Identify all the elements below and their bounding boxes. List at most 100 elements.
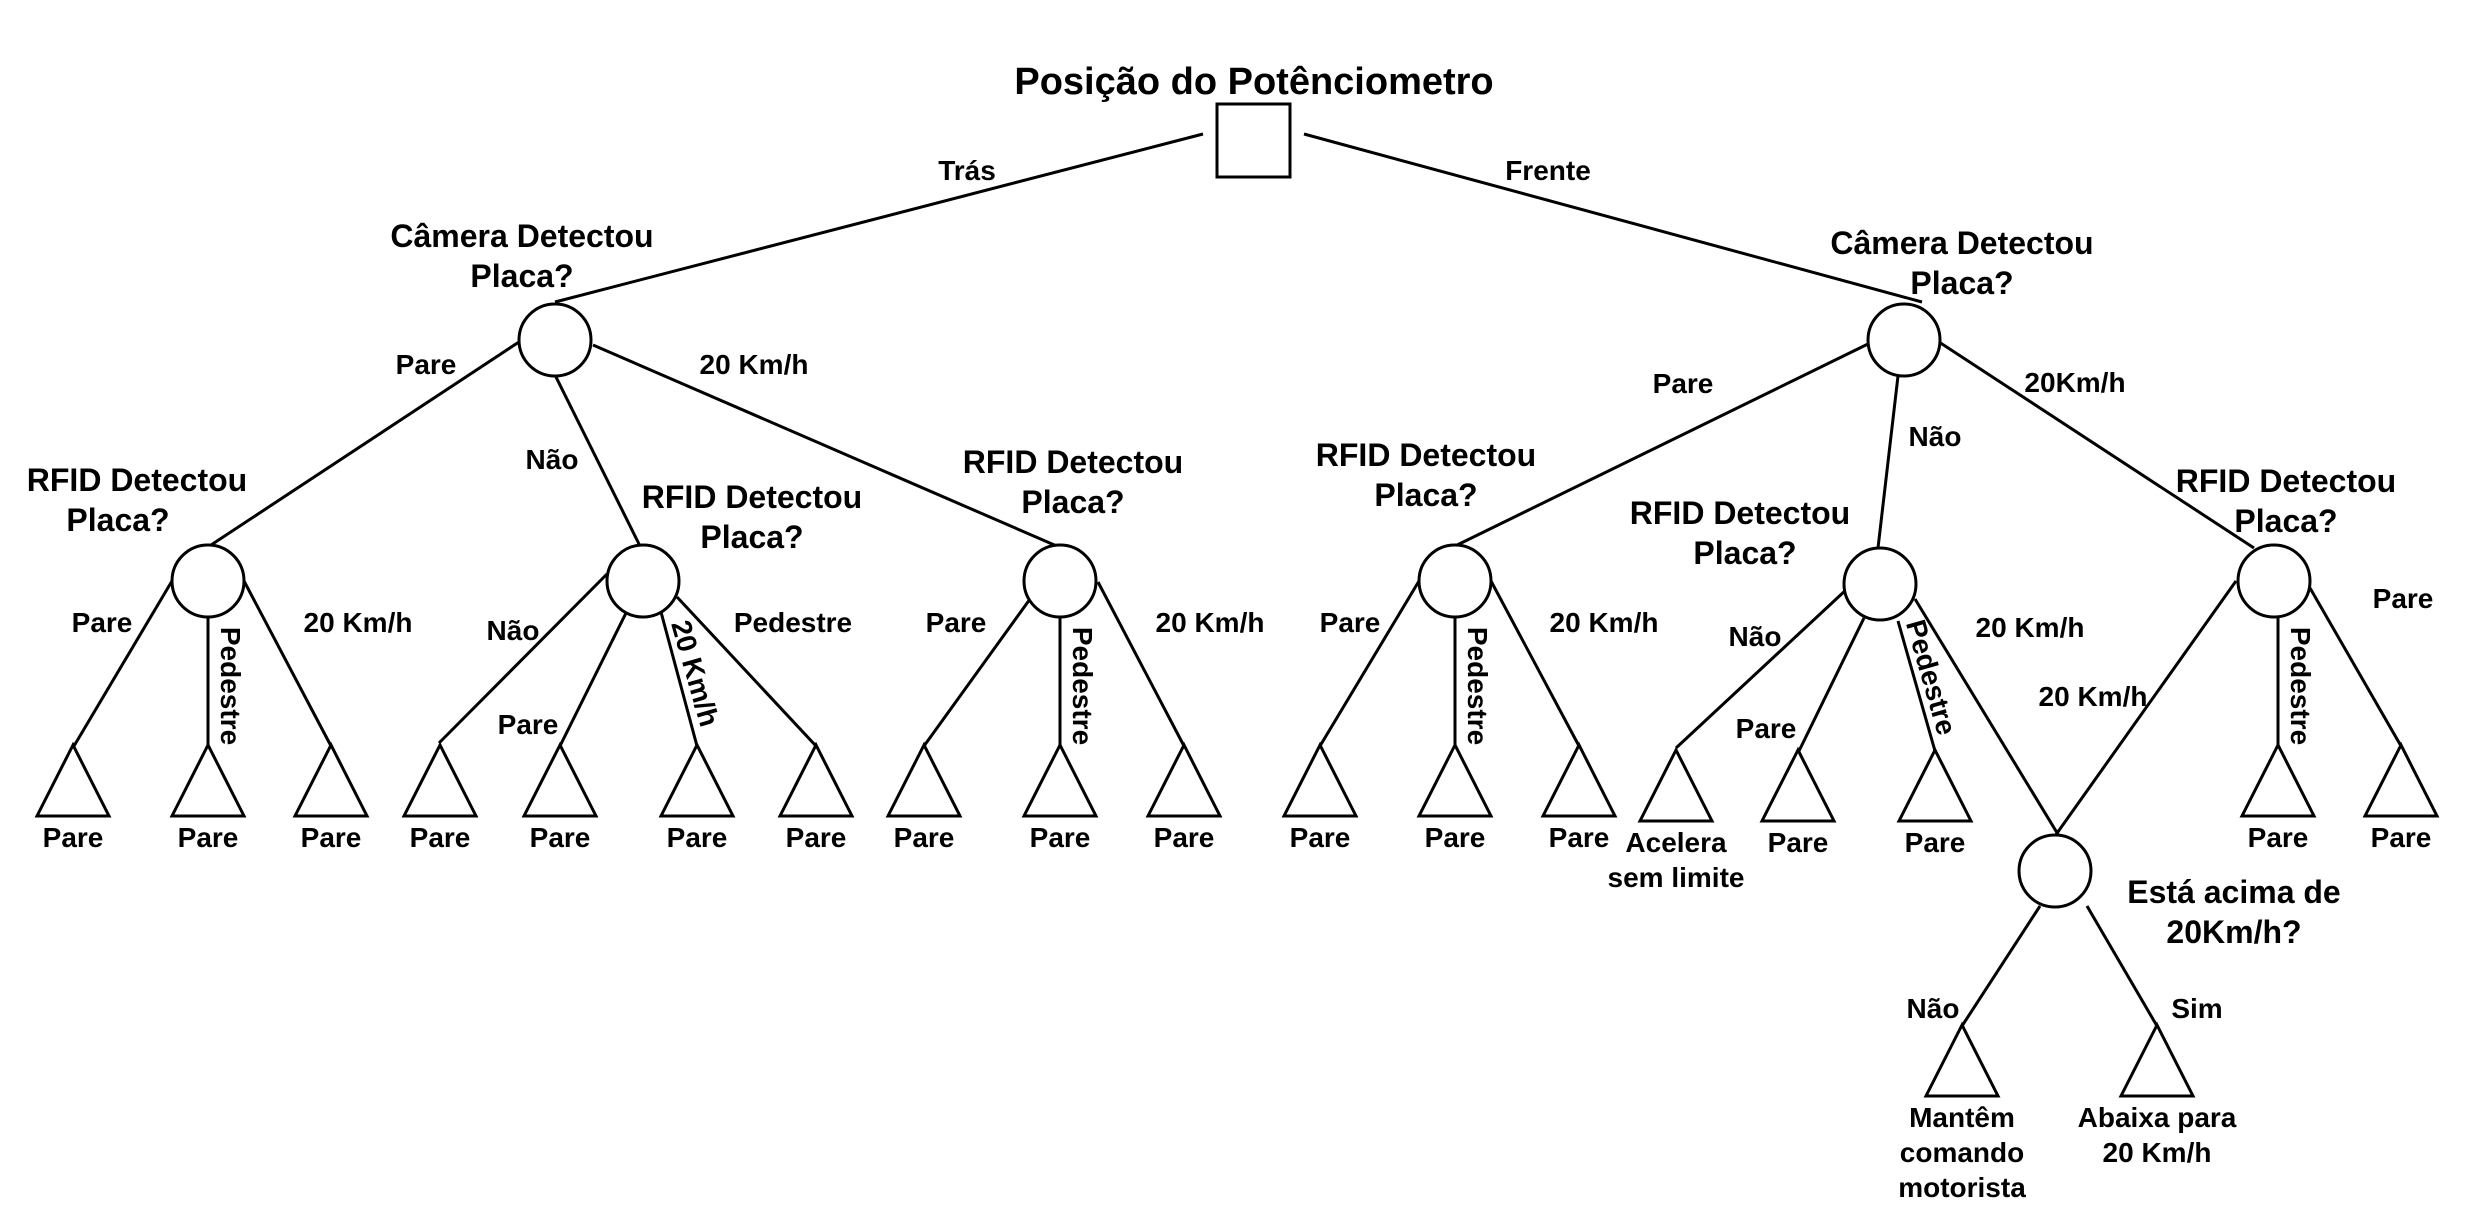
question-line: RFID Detectou	[2176, 463, 2396, 499]
edge-label: Não	[526, 444, 579, 475]
edge-root-to-camera-right	[1303, 132, 1923, 304]
leaf-14-label: Acelera sem limite	[1608, 827, 1745, 893]
edge-rfid-1-to-leaf-1	[72, 580, 174, 747]
leaf-5-label: Pare	[530, 822, 591, 853]
leaf-label-line: Abaixa para	[2078, 1102, 2237, 1133]
edge-rfid-2-to-leaf-6	[659, 611, 699, 747]
edge-label-tras: Trás	[938, 155, 996, 186]
edge-label: Pare	[1653, 368, 1714, 399]
edge-label-rotated: Pedestre	[1900, 616, 1962, 738]
question-rfid-4: RFID Detectou Placa?	[1316, 437, 1536, 513]
rfid-node-2	[605, 543, 681, 619]
question-line: Está acima de	[2127, 874, 2340, 910]
chance-nodes	[170, 302, 2312, 909]
leaf-11-label: Pare	[1290, 822, 1351, 853]
question-line: Placa?	[1910, 265, 2013, 301]
edge-label: 20 Km/h	[1550, 607, 1659, 638]
leaf-label-line: Mantêm	[1909, 1102, 2015, 1133]
question-line: RFID Detectou	[642, 479, 862, 515]
camera-right-node	[1866, 302, 1942, 378]
rfid-node-6	[2236, 543, 2312, 619]
question-line: RFID Detectou	[1630, 495, 1850, 531]
leaf-1-triangle	[34, 741, 112, 818]
leaf-3-triangle	[292, 741, 370, 818]
rfid-node-4	[1417, 543, 1493, 619]
edge-label: Não	[1907, 993, 1960, 1024]
leaf-15-triangle	[1759, 746, 1837, 823]
leaf-7-triangle	[777, 741, 855, 818]
leaf-18-label: Pare	[2371, 822, 2432, 853]
edge-label: Pare	[396, 349, 457, 380]
leaf-7-label: Pare	[786, 822, 847, 853]
edge-rfid-6-to-speed	[2053, 580, 2238, 837]
question-line: RFID Detectou	[1316, 437, 1536, 473]
edge-label: Não	[1729, 621, 1782, 652]
leaf-3-label: Pare	[301, 822, 362, 853]
edge-label-vertical: Pedestre	[215, 627, 246, 745]
leaf-18-triangle	[2362, 741, 2440, 818]
edge-camera-right-to-rfid-5	[1876, 375, 1900, 549]
leaf-8-label: Pare	[894, 822, 955, 853]
edge-label: Pare	[926, 607, 987, 638]
edge-camera-right-to-rfid-4	[1450, 341, 1871, 550]
leaf-6-triangle	[658, 741, 736, 818]
leaf-2-triangle	[169, 741, 247, 818]
edge-label-vertical: Pedestre	[1462, 627, 1493, 745]
root-square-decision-node	[1215, 102, 1292, 179]
edge-label: Não	[487, 615, 540, 646]
edge-label: Pare	[498, 709, 559, 740]
leaf-labels: Pare Pare Pare Pare Pare Pare Pare Pare …	[43, 822, 2432, 1203]
edge-camera-left-to-rfid-1	[210, 338, 523, 547]
question-line: Placa?	[2234, 503, 2337, 539]
question-camera-left: Câmera Detectou Placa?	[390, 218, 653, 294]
edge-label: Pare	[2373, 583, 2434, 614]
leaf-12-triangle	[1416, 741, 1494, 818]
leaf-9-triangle	[1021, 741, 1099, 818]
edge-label: Pare	[72, 607, 133, 638]
edge-label: 20Km/h	[2024, 367, 2125, 398]
leaf-label-line: 20 Km/h	[2103, 1137, 2212, 1168]
question-line: Câmera Detectou	[390, 218, 653, 254]
leaf-8-triangle	[885, 741, 963, 818]
question-rfid-1: RFID Detectou Placa?	[27, 462, 247, 538]
leaf-1-label: Pare	[43, 822, 104, 853]
leaf-label-line: comando	[1900, 1137, 2024, 1168]
leaf-10-triangle	[1145, 741, 1223, 818]
question-camera-right: Câmera Detectou Placa?	[1830, 225, 2093, 301]
leaf-label-line: sem limite	[1608, 862, 1745, 893]
leaf-11-triangle	[1281, 741, 1359, 818]
question-line: Placa?	[470, 258, 573, 294]
edge-label: 20 Km/h	[1976, 612, 2085, 643]
leaf-4-label: Pare	[410, 822, 471, 853]
leaf-14-triangle	[1637, 746, 1715, 823]
leaf-9-label: Pare	[1030, 822, 1091, 853]
question-line: 20Km/h?	[2166, 914, 2301, 950]
edge-label-vertical: Pedestre	[1067, 627, 1098, 745]
question-speed-check: Está acima de 20Km/h?	[2127, 874, 2340, 950]
edge-rfid-3-to-leaf-10	[1096, 581, 1186, 747]
edge-label: Não	[1909, 421, 1962, 452]
edge-rfid-5-to-speed	[1913, 598, 2061, 837]
root-title: Posição do Potênciometro	[1014, 61, 1493, 103]
edge-label-vertical: Pedestre	[2285, 627, 2316, 745]
edge-label: 20 Km/h	[2039, 681, 2148, 712]
question-rfid-3: RFID Detectou Placa?	[963, 444, 1183, 520]
edges-layer	[72, 132, 2403, 1027]
leaf-16-label: Pare	[1905, 827, 1966, 858]
camera-left-node	[517, 302, 593, 378]
edge-rfid-3-to-leaf-8	[922, 580, 1045, 747]
leaf-13-triangle	[1540, 741, 1618, 818]
leaf-16-triangle	[1896, 746, 1974, 823]
speed-check-node	[2017, 833, 2093, 909]
edge-speed-to-leaf-19	[1960, 905, 2042, 1027]
leaf-6-label: Pare	[667, 822, 728, 853]
edge-root-to-camera-left	[554, 132, 1204, 304]
leaf-15-label: Pare	[1768, 827, 1829, 858]
edge-label: Pare	[1320, 607, 1381, 638]
edge-label: 20 Km/h	[1156, 607, 1265, 638]
edge-rfid-5-to-leaf-16	[1896, 620, 1937, 752]
edge-camera-left-to-rfid-3	[592, 343, 1060, 549]
leaf-12-label: Pare	[1425, 822, 1486, 853]
edge-camera-left-to-rfid-2	[553, 374, 642, 547]
